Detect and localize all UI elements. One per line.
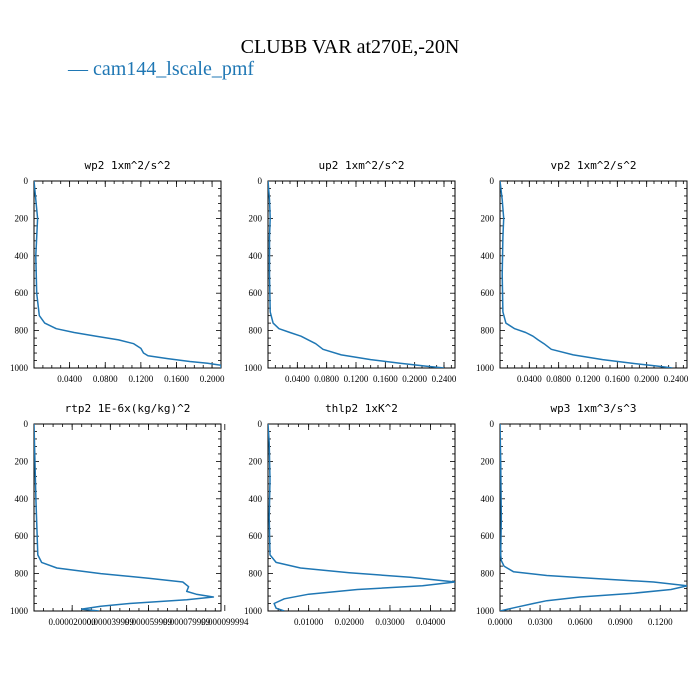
y-tick-label: 600	[481, 531, 495, 541]
x-tick-label: 0.1600	[605, 374, 630, 384]
x-tick-label: 0.1600	[373, 374, 398, 384]
panel-title: wp3 1xm^3/s^3	[550, 402, 636, 415]
x-tick-label: 0.2000	[200, 374, 225, 384]
y-tick-label: 200	[249, 456, 263, 466]
x-tick-label: 0.02000	[335, 617, 365, 627]
y-tick-label: 800	[481, 569, 495, 579]
panel-title: thlp2 1xK^2	[325, 402, 398, 415]
panel-title: up2 1xm^2/s^2	[318, 159, 404, 172]
y-tick-label: 200	[15, 456, 29, 466]
x-tick-label: 0.000020000	[49, 617, 97, 627]
y-tick-label: 800	[15, 569, 29, 579]
y-tick-label: 0	[24, 419, 29, 429]
y-tick-label: 400	[249, 494, 263, 504]
series-line	[34, 424, 215, 611]
y-tick-label: 1000	[244, 363, 263, 373]
x-tick-label: 0.000079999	[163, 617, 211, 627]
y-tick-label: 0	[258, 176, 263, 186]
x-tick-label: 0.2400	[432, 374, 457, 384]
y-tick-label: 0	[24, 176, 29, 186]
y-tick-label: 1000	[10, 363, 29, 373]
x-tick-label: 0.000039999	[87, 617, 135, 627]
y-tick-label: 400	[481, 494, 495, 504]
x-tick-label: 0.0600	[568, 617, 593, 627]
x-tick-label: 0.01000	[294, 617, 324, 627]
x-tick-label: 0.000059999	[125, 617, 173, 627]
y-tick-label: 1000	[244, 606, 263, 616]
y-tick-label: 400	[15, 251, 29, 261]
y-tick-label: 1000	[476, 363, 495, 373]
plot-frame	[33, 423, 222, 612]
x-tick-label: 0.1200	[128, 374, 153, 384]
plot-frame	[267, 423, 456, 612]
x-tick-label: 0.000099994	[201, 617, 249, 627]
panel-title: wp2 1xm^2/s^2	[84, 159, 170, 172]
figure-title: CLUBB VAR at270E,-20N	[240, 36, 460, 58]
x-tick-label: 0.0000	[488, 617, 513, 627]
y-tick-label: 0	[258, 419, 263, 429]
chart-panel-2: up2 1xm^2/s^2 0 200 400 600 800 1000 0.0400 0.08…	[244, 159, 457, 384]
y-tick-label: 200	[481, 213, 495, 223]
y-tick-label: 400	[249, 251, 263, 261]
y-tick-label: 600	[15, 288, 29, 298]
x-tick-label: 0.0800	[93, 374, 118, 384]
x-tick-label: 0.1200	[648, 617, 673, 627]
chart-panel-4: rtp2 1E-6x(kg/kg)^2 0 200 400 600 800 1000 0.00…	[10, 402, 249, 627]
x-tick-label: 0.0300	[528, 617, 553, 627]
chart-panel-1: wp2 1xm^2/s^2 0 200 400 600 800 1000 0.0400 0.08…	[10, 159, 225, 384]
series-line	[500, 181, 673, 368]
x-tick-label: 0.2000	[402, 374, 427, 384]
plot-frame	[33, 180, 222, 369]
y-tick-label: 600	[481, 288, 495, 298]
y-tick-label: 0	[490, 176, 495, 186]
x-tick-label: 0.2400	[664, 374, 689, 384]
y-tick-label: 600	[15, 531, 29, 541]
y-tick-label: 400	[15, 494, 29, 504]
y-tick-label: 200	[15, 213, 29, 223]
x-tick-label: 0.1200	[344, 374, 369, 384]
legend-label: cam144_lscale_pmf	[93, 58, 255, 80]
y-tick-label: 800	[481, 326, 495, 336]
legend-line-marker: —	[68, 58, 88, 80]
series-line	[268, 181, 445, 368]
y-tick-label: 200	[249, 213, 263, 223]
x-tick-label: 0.0900	[608, 617, 633, 627]
x-tick-label: 0.0800	[314, 374, 339, 384]
y-tick-label: 200	[481, 456, 495, 466]
x-tick-label: 0.1600	[164, 374, 189, 384]
panel-title: rtp2 1E-6x(kg/kg)^2	[65, 402, 191, 415]
x-tick-label: 0.0400	[285, 374, 310, 384]
x-tick-label: 0.04000	[416, 617, 446, 627]
panel-title: vp2 1xm^2/s^2	[550, 159, 636, 172]
series-line	[500, 424, 687, 611]
series-line	[268, 424, 455, 611]
chart-panel-5: thlp2 1xK^2 0 200 400 600 800 1000 0.01000 0.020…	[244, 402, 456, 627]
y-tick-label: 600	[249, 288, 263, 298]
legend-entry: — cam144_lscale_pmf	[68, 58, 254, 81]
plot-frame	[499, 423, 688, 612]
y-tick-label: 1000	[10, 606, 29, 616]
y-tick-label: 800	[249, 569, 263, 579]
plot-frame	[499, 180, 688, 369]
y-tick-label: 600	[249, 531, 263, 541]
x-tick-label: 0.2000	[634, 374, 659, 384]
plot-frame	[267, 180, 456, 369]
x-tick-label: 0.0400	[517, 374, 542, 384]
y-tick-label: 0	[490, 419, 495, 429]
chart-panel-3: vp2 1xm^2/s^2 0 200 400 600 800 1000 0.0400 0.08…	[476, 159, 689, 384]
x-tick-label: 0.03000	[375, 617, 405, 627]
y-tick-label: 400	[481, 251, 495, 261]
y-tick-label: 800	[15, 326, 29, 336]
y-tick-label: 1000	[476, 606, 495, 616]
series-line	[34, 181, 221, 368]
x-tick-label: 0.0800	[546, 374, 571, 384]
y-tick-label: 800	[249, 326, 263, 336]
x-tick-label: 0.1200	[576, 374, 601, 384]
x-tick-label: 0.0400	[57, 374, 82, 384]
